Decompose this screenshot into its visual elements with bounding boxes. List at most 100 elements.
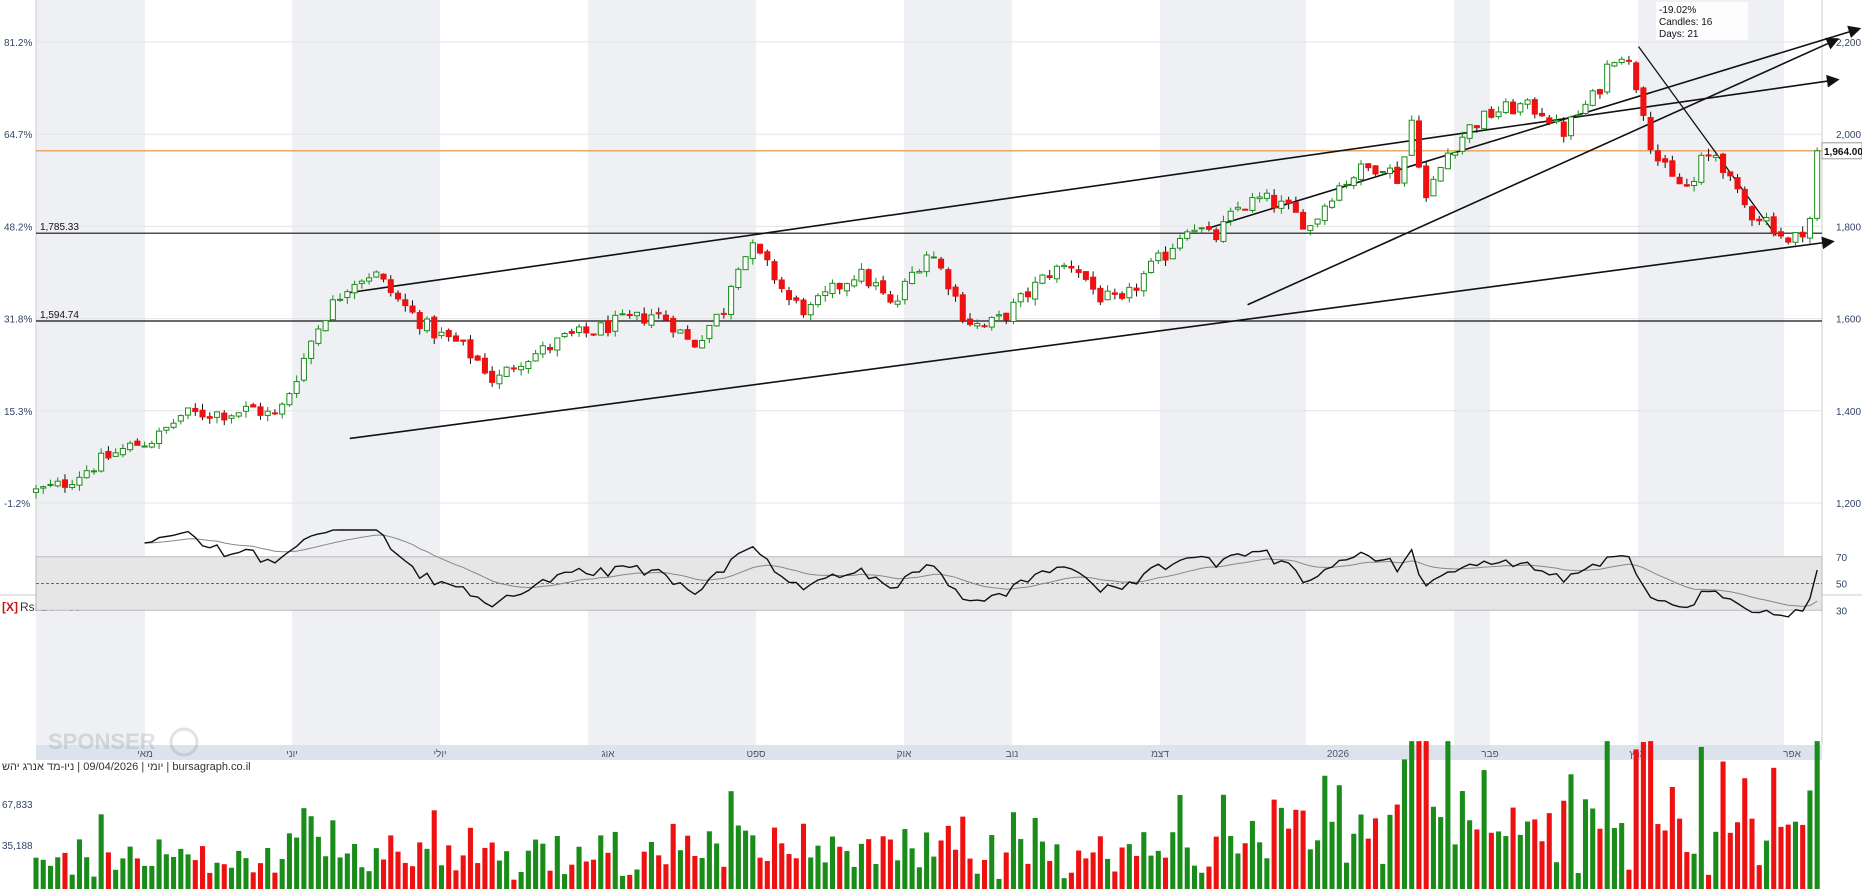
candle-down <box>445 329 452 338</box>
candle-up <box>1329 200 1336 208</box>
volume-bar <box>873 864 879 889</box>
volume-bar <box>1430 806 1436 889</box>
volume-bar <box>417 842 423 889</box>
measure-box-bg <box>1656 2 1748 40</box>
percent-axis: 81.2% 64.7% 48.2% 31.8% 15.3% -1.2% <box>4 38 32 510</box>
volume-bar <box>228 867 235 889</box>
candle-down <box>387 279 394 293</box>
candle-up <box>872 282 879 287</box>
volume-bar <box>1423 741 1429 889</box>
candle-up <box>1618 58 1625 63</box>
volume-bar <box>1648 741 1654 889</box>
volume-bar <box>851 866 857 889</box>
candle-up <box>1191 229 1198 233</box>
candle-down <box>836 282 843 290</box>
volume-bar <box>120 858 126 889</box>
volume-bar <box>1025 863 1031 889</box>
candle-down <box>1683 184 1690 187</box>
volume-bar <box>779 843 785 889</box>
volume-bar <box>250 872 256 889</box>
candle-down <box>199 409 206 418</box>
candle-up <box>1017 293 1024 303</box>
candle-down <box>720 312 727 315</box>
candle-up <box>858 268 865 282</box>
candle-down <box>1748 206 1756 221</box>
candle-up <box>974 323 981 327</box>
candle-down <box>1669 160 1676 177</box>
volume-bar <box>1018 839 1024 889</box>
candle-up <box>1495 111 1502 118</box>
volume-bar <box>1532 819 1538 889</box>
volume-bar <box>199 846 206 889</box>
candle-down <box>1654 150 1661 162</box>
volume-bar <box>286 833 292 889</box>
candle-down <box>966 318 974 325</box>
volume-bar <box>1242 843 1248 889</box>
volume-bar <box>1083 858 1089 889</box>
candle-up <box>597 322 604 336</box>
candle-up <box>242 405 250 412</box>
price-axis: 1,200 1,400 1,600 1,800 2,000 2,200 <box>1836 38 1861 510</box>
candle-up <box>1401 156 1408 184</box>
candle-down <box>489 370 496 383</box>
price-tick-label: 1,800 <box>1836 222 1861 233</box>
price-tick-label: 1,400 <box>1836 407 1861 418</box>
candle-down <box>1415 120 1422 168</box>
candle-down <box>959 294 966 321</box>
volume-bar <box>1568 774 1574 889</box>
candle-down <box>1003 312 1010 321</box>
candle-down <box>1046 275 1053 279</box>
volume-bar <box>1199 872 1205 889</box>
candle-up <box>1517 103 1524 113</box>
volume-bar <box>1184 847 1190 889</box>
candle-down <box>1720 153 1727 173</box>
rsi-close-button[interactable]: [X] <box>2 600 18 614</box>
support-levels: 1,785.33 1,594.74 <box>36 150 1822 322</box>
candle-up <box>351 283 358 294</box>
trend-line <box>1638 46 1777 237</box>
volume-bar <box>764 861 770 889</box>
percent-tick-label: -1.2% <box>4 499 30 510</box>
volume-bar <box>1655 824 1661 889</box>
percent-tick-label: 48.2% <box>4 222 32 233</box>
candle-down <box>604 320 612 334</box>
candle-down <box>61 479 68 488</box>
volume-bar <box>1474 829 1480 889</box>
candle-up <box>554 337 561 351</box>
candle-down <box>1770 216 1777 235</box>
candle-down <box>1640 87 1647 116</box>
volume-bar <box>171 856 177 889</box>
candle-down <box>800 299 807 316</box>
candle-up <box>54 480 61 487</box>
volume-bar <box>858 843 864 889</box>
volume-bar <box>1358 814 1364 889</box>
volume-bar <box>728 791 734 889</box>
month-label: אפר <box>1783 749 1801 760</box>
trend-lines <box>344 25 1862 440</box>
candle-up <box>930 256 937 259</box>
volume-bar <box>1344 862 1350 889</box>
volume-bar <box>214 862 220 889</box>
candle-down <box>105 450 112 459</box>
volume-bar <box>475 863 481 889</box>
candle-down <box>206 416 213 419</box>
candle-up <box>1148 260 1155 274</box>
candle-up <box>1249 197 1256 211</box>
volume-bar <box>525 850 531 889</box>
candle-up <box>706 324 713 340</box>
candle-up <box>851 279 858 287</box>
volume-bar <box>981 859 988 889</box>
volume-bar <box>1546 813 1552 889</box>
month-label: יוני <box>286 749 298 760</box>
volume-bar <box>323 856 329 889</box>
volume-bar <box>1539 841 1545 889</box>
candle-up <box>518 365 525 371</box>
volume-bar <box>207 872 213 889</box>
candle-up <box>1386 167 1394 175</box>
measure-change: -19.02% <box>1659 5 1696 16</box>
candle-up <box>1278 200 1285 209</box>
candle-up <box>264 410 271 416</box>
volume-bar <box>438 865 445 889</box>
volume-bar <box>547 870 553 889</box>
